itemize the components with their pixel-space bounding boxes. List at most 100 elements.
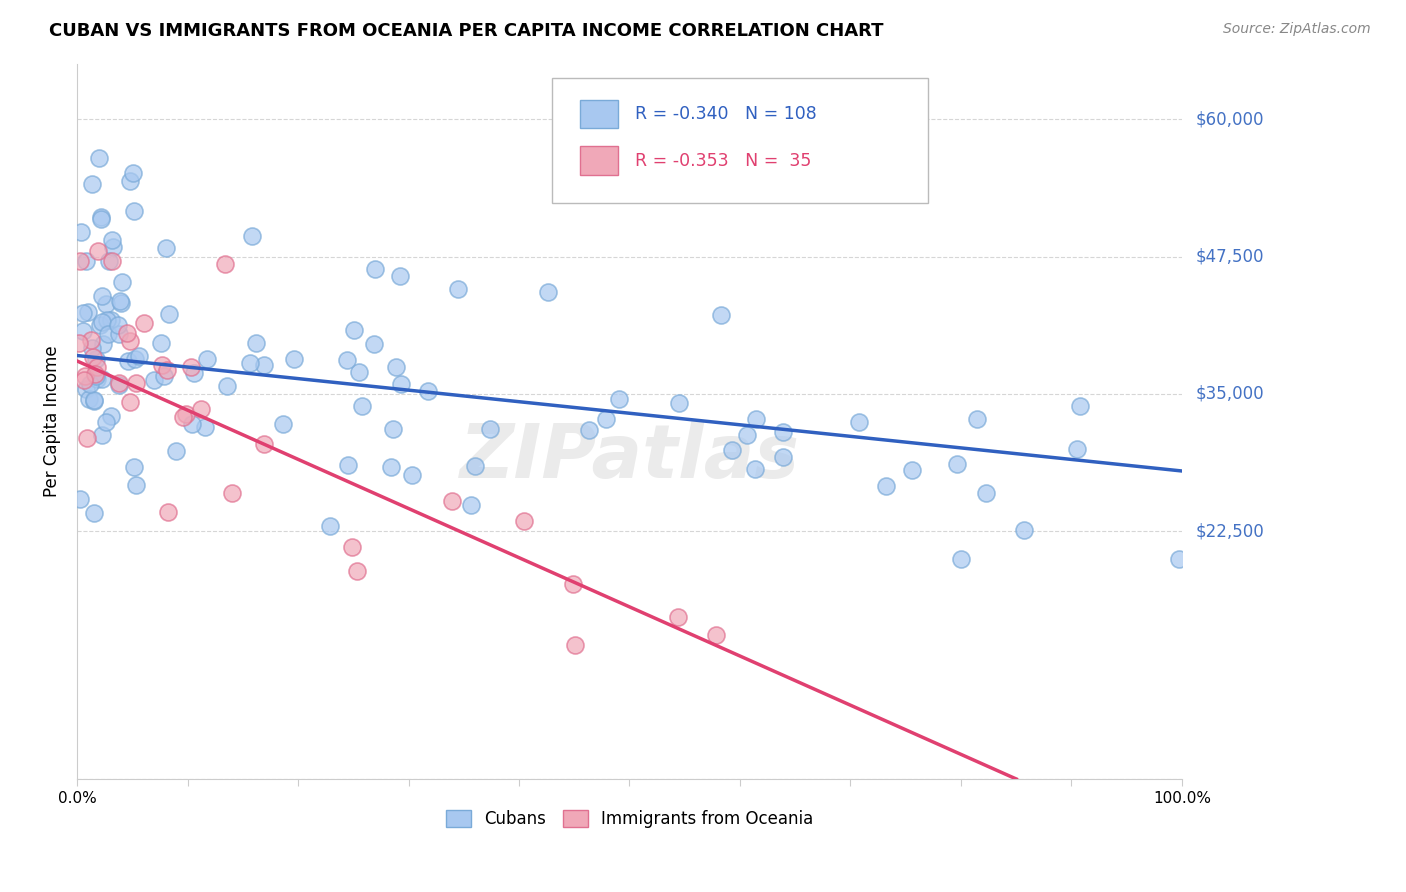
Point <box>595 412 617 426</box>
Point <box>447 282 470 296</box>
Point <box>176 407 198 421</box>
Point <box>157 307 180 321</box>
Point <box>150 358 173 372</box>
Point <box>76 431 98 445</box>
Point <box>966 412 988 426</box>
Point <box>90 211 112 226</box>
Y-axis label: Per Capita Income: Per Capita Income <box>44 346 60 498</box>
Point <box>91 288 114 302</box>
Text: CUBAN VS IMMIGRANTS FROM OCEANIA PER CAPITA INCOME CORRELATION CHART: CUBAN VS IMMIGRANTS FROM OCEANIA PER CAP… <box>49 22 884 40</box>
Point <box>101 233 124 247</box>
Legend: Cubans, Immigrants from Oceania: Cubans, Immigrants from Oceania <box>439 804 820 835</box>
Point <box>110 295 132 310</box>
Point <box>98 254 121 268</box>
Bar <box>579 146 619 175</box>
Text: ZIPatlas: ZIPatlas <box>460 421 800 494</box>
Point <box>363 337 385 351</box>
Point <box>416 384 439 398</box>
Point <box>77 392 100 407</box>
Point <box>1014 523 1036 537</box>
Point <box>240 228 263 243</box>
Text: $60,000: $60,000 <box>1195 110 1264 128</box>
Point <box>75 382 97 396</box>
Point <box>91 372 114 386</box>
Point <box>69 492 91 507</box>
Bar <box>579 100 619 128</box>
Point <box>343 323 366 337</box>
Point <box>1066 442 1088 457</box>
Point <box>96 415 118 429</box>
Point <box>73 373 96 387</box>
Point <box>440 493 463 508</box>
Point <box>75 253 97 268</box>
Point <box>165 443 187 458</box>
Point <box>67 336 90 351</box>
Point <box>125 376 148 391</box>
Point <box>86 244 108 258</box>
Point <box>115 326 138 340</box>
Point <box>117 354 139 368</box>
Point <box>772 450 794 464</box>
Point <box>122 166 145 180</box>
Point <box>72 306 94 320</box>
Point <box>73 368 96 383</box>
Point <box>108 327 131 342</box>
Point <box>90 314 112 328</box>
Point <box>578 423 600 437</box>
Point <box>562 576 585 591</box>
Point <box>125 478 148 492</box>
Point <box>513 514 536 528</box>
Point <box>183 367 205 381</box>
Point <box>84 352 107 367</box>
Point <box>666 609 689 624</box>
Point <box>318 519 340 533</box>
Point <box>974 485 997 500</box>
Text: $22,500: $22,500 <box>1195 523 1264 541</box>
Point <box>336 458 359 472</box>
Point <box>83 393 105 408</box>
Point <box>82 351 104 365</box>
Point <box>118 174 141 188</box>
Point <box>132 316 155 330</box>
Point <box>1069 399 1091 413</box>
Text: R = -0.353   N =  35: R = -0.353 N = 35 <box>636 152 811 169</box>
Point <box>479 422 502 436</box>
Point <box>90 427 112 442</box>
Point <box>221 486 243 500</box>
Text: Source: ZipAtlas.com: Source: ZipAtlas.com <box>1223 22 1371 37</box>
Point <box>180 360 202 375</box>
Point <box>346 564 368 578</box>
Point <box>128 349 150 363</box>
Point <box>239 355 262 369</box>
Point <box>101 240 124 254</box>
Point <box>336 353 359 368</box>
Point <box>245 336 267 351</box>
Point <box>253 437 276 451</box>
Point <box>122 203 145 218</box>
Point <box>107 318 129 332</box>
Point <box>86 372 108 386</box>
Point <box>401 467 423 482</box>
Point <box>86 360 108 375</box>
Point <box>214 257 236 271</box>
Point <box>271 417 294 431</box>
Point <box>87 151 110 165</box>
Point <box>90 210 112 224</box>
Text: $47,500: $47,500 <box>1195 247 1264 266</box>
Point <box>84 368 107 383</box>
Point <box>194 420 217 434</box>
Point <box>946 458 969 472</box>
Point <box>347 365 370 379</box>
Point <box>110 294 132 309</box>
Point <box>79 377 101 392</box>
Point <box>710 309 733 323</box>
Point <box>949 552 972 566</box>
Point <box>69 254 91 268</box>
Point <box>101 253 124 268</box>
Point <box>340 540 363 554</box>
Point <box>91 337 114 351</box>
Point <box>107 376 129 391</box>
Point <box>735 428 758 442</box>
FancyBboxPatch shape <box>553 78 928 203</box>
Point <box>110 275 132 289</box>
